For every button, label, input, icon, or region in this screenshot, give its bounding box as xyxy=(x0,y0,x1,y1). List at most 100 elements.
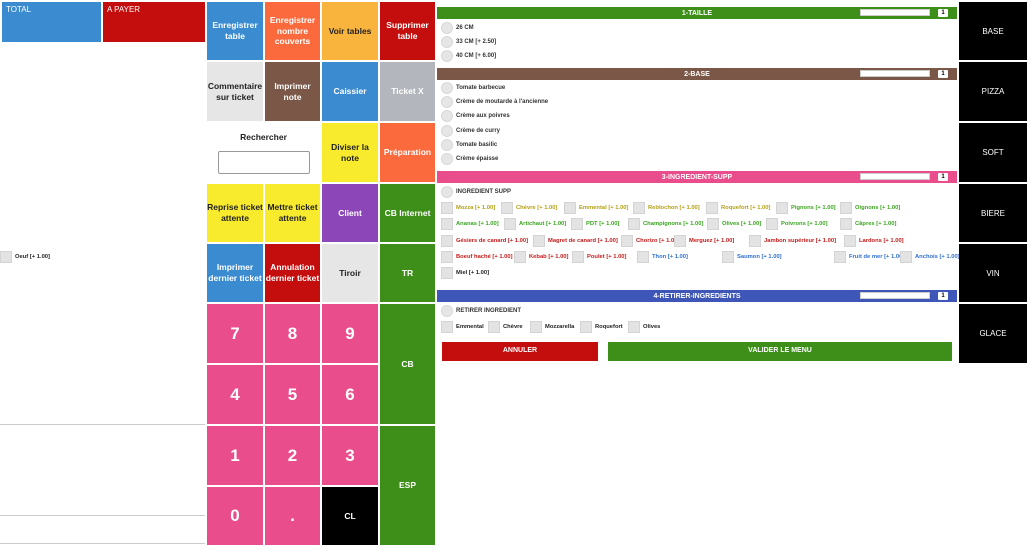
checkbox-box[interactable] xyxy=(749,235,761,247)
checkbox-box[interactable] xyxy=(580,321,592,333)
radio-button[interactable] xyxy=(441,110,453,122)
cashier-button[interactable]: Caissier xyxy=(322,62,378,121)
checkbox-box[interactable] xyxy=(637,251,649,263)
ingredient-checkbox[interactable]: Thon [+ 1.00] xyxy=(637,251,688,263)
option-base[interactable]: Crème épaisse xyxy=(441,153,498,165)
category-biere-button[interactable]: BIERE xyxy=(959,184,1027,242)
ingredient-checkbox[interactable]: Champignons [+ 1.00] xyxy=(628,218,703,230)
checkbox-box[interactable] xyxy=(571,218,583,230)
checkbox-box[interactable] xyxy=(514,251,526,263)
checkbox-box[interactable] xyxy=(572,251,584,263)
drawer-button[interactable]: Tiroir xyxy=(322,244,378,302)
split-note-button[interactable]: Diviser la note xyxy=(322,123,378,182)
ingredient-checkbox[interactable]: Olives [+ 1.00] xyxy=(707,218,761,230)
ingredient-checkbox[interactable]: Miel [+ 1.00] xyxy=(441,267,489,279)
radio-button[interactable] xyxy=(441,50,453,62)
radio-button[interactable] xyxy=(441,96,453,108)
checkbox-box[interactable] xyxy=(441,321,453,333)
checkbox-box[interactable] xyxy=(840,218,852,230)
search-input[interactable] xyxy=(217,150,310,174)
option-base[interactable]: Crème de moutarde à l'ancienne xyxy=(441,96,548,108)
checkbox-box[interactable] xyxy=(441,235,453,247)
checkbox-box[interactable] xyxy=(621,235,633,247)
checkbox-box[interactable] xyxy=(706,202,718,214)
digit-2-button[interactable]: 2 xyxy=(265,426,320,485)
delete-table-button[interactable]: Supprimer table xyxy=(380,2,435,60)
checkbox-box[interactable] xyxy=(674,235,686,247)
quantity-field[interactable] xyxy=(860,292,930,299)
ingredient-checkbox[interactable]: Jambon supérieur [+ 1.00] xyxy=(749,235,836,247)
digit-0-button[interactable]: 0 xyxy=(207,487,263,545)
checkbox-box[interactable] xyxy=(840,202,852,214)
checkbox-box[interactable] xyxy=(628,218,640,230)
ingredient-checkbox[interactable]: Gésiers de canard [+ 1.00] xyxy=(441,235,528,247)
cb-internet-button[interactable]: CB Internet xyxy=(380,184,435,242)
ingredient-checkbox[interactable]: Pignons [+ 1.00] xyxy=(776,202,836,214)
category-glace-button[interactable]: GLACE xyxy=(959,304,1027,363)
option-33cm[interactable]: 33 CM [+ 2.50] xyxy=(441,36,496,48)
digit-8-button[interactable]: 8 xyxy=(265,304,320,363)
retirer-checkbox[interactable]: Mozzarella xyxy=(530,321,574,333)
ingredient-checkbox[interactable]: Oeuf [+ 1.00] xyxy=(0,251,50,263)
view-tables-button[interactable]: Voir tables xyxy=(322,2,378,60)
esp-button[interactable]: ESP xyxy=(380,426,435,545)
save-covers-button[interactable]: Enregistrer nombre couverts xyxy=(265,2,320,60)
radio-button[interactable] xyxy=(441,22,453,34)
ingredient-checkbox[interactable]: Poulet [+ 1.00] xyxy=(572,251,626,263)
preparation-button[interactable]: Préparation xyxy=(380,123,435,182)
option-26cm[interactable]: 26 CM xyxy=(441,22,474,34)
ticket-x-button[interactable]: Ticket X xyxy=(380,62,435,121)
option-base[interactable]: Tomate barbecue xyxy=(441,82,505,94)
checkbox-box[interactable] xyxy=(441,218,453,230)
ingredient-checkbox[interactable]: Mozza [+ 1.00] xyxy=(441,202,495,214)
option-base[interactable]: Crème aux poivres xyxy=(441,110,510,122)
checkbox-box[interactable] xyxy=(707,218,719,230)
comment-ticket-button[interactable]: Commentaire sur ticket xyxy=(207,62,263,121)
checkbox-box[interactable] xyxy=(628,321,640,333)
ingredient-checkbox[interactable]: Chèvre [+ 1.00] xyxy=(501,202,557,214)
checkbox-box[interactable] xyxy=(900,251,912,263)
option-40cm[interactable]: 40 CM [+ 6.00] xyxy=(441,50,496,62)
validate-menu-button[interactable]: VALIDER LE MENU xyxy=(608,342,952,361)
retirer-checkbox[interactable]: Chèvre xyxy=(488,321,523,333)
retirer-checkbox[interactable]: Olives xyxy=(628,321,660,333)
checkbox-box[interactable] xyxy=(504,218,516,230)
cb-button[interactable]: CB xyxy=(380,304,435,424)
checkbox-box[interactable] xyxy=(633,202,645,214)
digit-4-button[interactable]: 4 xyxy=(207,365,263,424)
checkbox-box[interactable] xyxy=(533,235,545,247)
checkbox-box[interactable] xyxy=(441,202,453,214)
quantity-field[interactable] xyxy=(860,173,930,180)
option-ingredient-supp[interactable]: INGREDIENT SUPP xyxy=(441,186,511,198)
radio-button[interactable] xyxy=(441,36,453,48)
ingredient-checkbox[interactable]: Roquefort [+ 1.00] xyxy=(706,202,770,214)
print-last-ticket-button[interactable]: Imprimer dernier ticket xyxy=(207,244,263,302)
category-base-button[interactable]: BASE xyxy=(959,2,1027,60)
checkbox-box[interactable] xyxy=(564,202,576,214)
option-base[interactable]: Crème de curry xyxy=(441,125,500,137)
tr-button[interactable]: TR xyxy=(380,244,435,302)
checkbox-box[interactable] xyxy=(441,251,453,263)
ingredient-checkbox[interactable]: Câpres [+ 1.00] xyxy=(840,218,896,230)
radio-button[interactable] xyxy=(441,82,453,94)
radio-button[interactable] xyxy=(441,186,453,198)
digit-1-button[interactable]: 1 xyxy=(207,426,263,485)
category-vin-button[interactable]: VIN xyxy=(959,244,1027,302)
ingredient-checkbox[interactable]: PDT [+ 1.00] xyxy=(571,218,619,230)
cancel-button[interactable]: ANNULER xyxy=(442,342,598,361)
option-base[interactable]: Tomate basilic xyxy=(441,139,497,151)
ingredient-checkbox[interactable]: Anchois [+ 1.00] xyxy=(900,251,960,263)
checkbox-box[interactable] xyxy=(776,202,788,214)
radio-button[interactable] xyxy=(441,305,453,317)
checkbox-box[interactable] xyxy=(766,218,778,230)
ingredient-checkbox[interactable]: Magret de canard [+ 1.00] xyxy=(533,235,618,247)
checkbox-box[interactable] xyxy=(844,235,856,247)
ingredient-checkbox[interactable]: Poivrons [+ 1.00] xyxy=(766,218,828,230)
print-note-button[interactable]: Imprimer note xyxy=(265,62,320,121)
digit-9-button[interactable]: 9 xyxy=(322,304,378,363)
radio-button[interactable] xyxy=(441,153,453,165)
category-soft-button[interactable]: SOFT xyxy=(959,123,1027,182)
ingredient-checkbox[interactable]: Emmental [+ 1.00] xyxy=(564,202,628,214)
save-table-button[interactable]: Enregistrer table xyxy=(207,2,263,60)
ingredient-checkbox[interactable]: Fruit de mer [+ 1.00] xyxy=(834,251,904,263)
